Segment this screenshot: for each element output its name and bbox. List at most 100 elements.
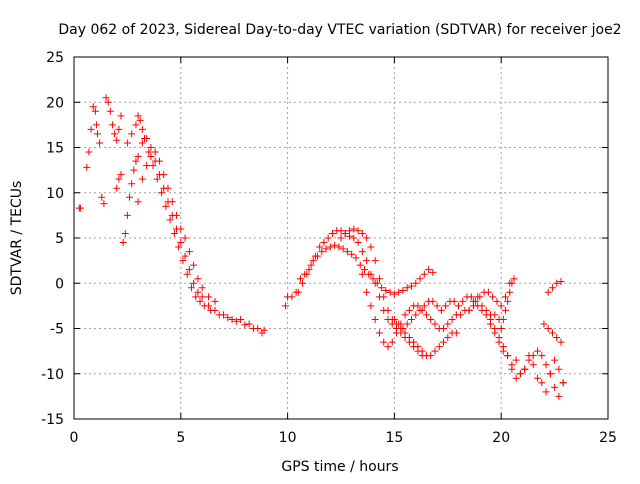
data-point <box>324 234 332 242</box>
data-point <box>228 315 236 323</box>
data-point <box>162 202 170 210</box>
data-point <box>534 374 542 382</box>
data-point <box>529 361 537 369</box>
data-point <box>181 252 189 260</box>
y-tick-label: -15 <box>41 412 64 428</box>
data-point <box>134 112 142 120</box>
y-tick-label: -10 <box>41 367 64 383</box>
data-point <box>555 365 563 373</box>
x-tick-label: 25 <box>599 430 617 446</box>
data-point <box>403 320 411 328</box>
data-point <box>354 227 362 235</box>
data-point <box>337 227 345 235</box>
x-tick-label: 0 <box>70 430 79 446</box>
y-tick-label: 25 <box>46 50 64 66</box>
data-point <box>538 352 546 360</box>
data-point <box>194 288 202 296</box>
data-point <box>200 302 208 310</box>
series-arc-6 <box>134 148 219 305</box>
data-point <box>450 297 458 305</box>
data-point <box>322 245 330 253</box>
data-point <box>504 297 512 305</box>
data-point <box>166 216 174 224</box>
data-point <box>508 365 516 373</box>
data-point <box>401 329 409 337</box>
data-point <box>140 134 148 142</box>
y-axis-label: SDTVAR / TECUs <box>9 181 25 296</box>
data-point <box>134 198 142 206</box>
data-point <box>557 277 565 285</box>
y-tick-label: 15 <box>46 141 64 157</box>
series-arc-4 <box>113 134 268 334</box>
data-point <box>339 245 347 253</box>
data-point <box>177 239 185 247</box>
data-point <box>294 288 302 296</box>
data-point <box>363 288 371 296</box>
data-point <box>544 288 552 296</box>
data-point <box>132 121 140 129</box>
series-arc-5 <box>123 112 266 337</box>
data-point <box>371 257 379 265</box>
data-point <box>553 334 561 342</box>
data-point <box>551 356 559 364</box>
data-point <box>414 302 422 310</box>
data-point <box>555 392 563 400</box>
data-point <box>211 297 219 305</box>
y-tick-label: 0 <box>55 276 64 292</box>
data-point <box>303 270 311 278</box>
data-point <box>168 198 176 206</box>
data-point <box>437 306 445 314</box>
data-point <box>307 261 315 269</box>
data-point <box>328 229 336 237</box>
x-tick-label: 5 <box>176 430 185 446</box>
data-point <box>170 229 178 237</box>
data-point <box>444 334 452 342</box>
data-point <box>371 315 379 323</box>
y-tick-label: 10 <box>46 186 64 202</box>
data-point <box>194 275 202 283</box>
data-point <box>540 320 548 328</box>
data-point <box>506 288 514 296</box>
data-point <box>128 130 136 138</box>
data-point <box>493 297 501 305</box>
data-point <box>93 130 101 138</box>
data-point <box>529 352 537 360</box>
data-point <box>132 157 140 165</box>
data-point <box>341 229 349 237</box>
chart-title: Day 062 of 2023, Sidereal Day-to-day VTE… <box>58 22 621 38</box>
data-point <box>198 284 206 292</box>
data-point <box>378 284 386 292</box>
series-arc-8 <box>294 227 426 360</box>
data-point <box>495 338 503 346</box>
series-arc-16 <box>544 277 565 296</box>
data-point <box>147 144 155 151</box>
data-point <box>177 225 185 233</box>
data-point <box>76 204 84 212</box>
data-point <box>467 293 475 301</box>
data-point <box>337 234 345 242</box>
data-point <box>113 136 121 144</box>
data-point <box>158 189 166 197</box>
data-point <box>512 374 520 382</box>
data-point <box>348 250 356 258</box>
data-point <box>390 290 398 298</box>
data-point <box>425 266 433 274</box>
data-point <box>119 239 127 247</box>
data-point <box>395 288 403 296</box>
data-point <box>440 338 448 346</box>
data-point <box>390 315 398 323</box>
data-point <box>403 284 411 292</box>
data-point <box>128 180 136 188</box>
data-point <box>521 365 529 373</box>
data-point <box>245 320 253 328</box>
data-point <box>326 243 334 251</box>
series-arc-11 <box>390 279 514 332</box>
data-point <box>149 162 157 170</box>
data-point <box>457 311 465 319</box>
data-point <box>143 162 151 170</box>
data-point <box>85 148 93 156</box>
data-point <box>440 325 448 332</box>
data-point <box>258 329 266 337</box>
data-point <box>416 275 424 283</box>
